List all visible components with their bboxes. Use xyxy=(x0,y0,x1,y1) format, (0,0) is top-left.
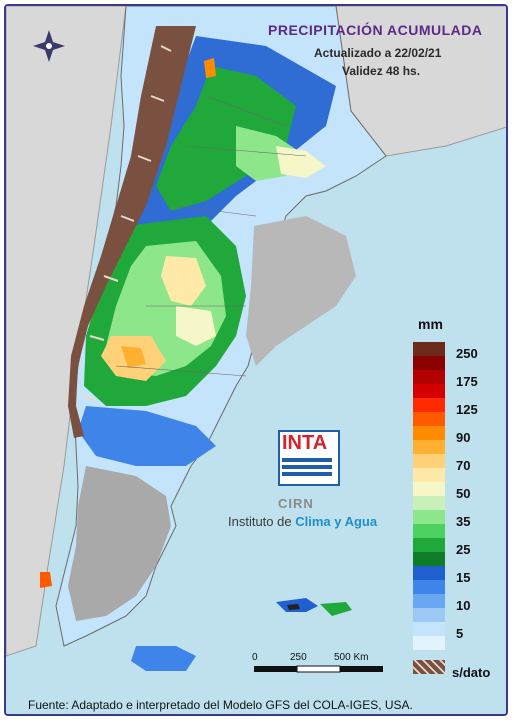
map-frame: PRECIPITACIÓN ACUMULADA Actualizado a 22… xyxy=(4,4,508,716)
source-note: Fuente: Adaptado e interpretado del Mode… xyxy=(28,698,413,712)
legend-swatch xyxy=(413,496,445,510)
precipitation-map xyxy=(6,6,506,673)
legend-swatch xyxy=(413,622,445,636)
legend-unit: mm xyxy=(418,316,443,332)
legend-label: 175 xyxy=(456,374,478,389)
legend-swatch xyxy=(413,608,445,622)
legend-swatch xyxy=(413,538,445,552)
update-date: Actualizado a 22/02/21 xyxy=(314,46,442,60)
legend-label: 70 xyxy=(456,458,471,473)
legend-swatch xyxy=(413,426,445,440)
legend-label: 90 xyxy=(456,430,471,445)
inta-logo-stripes xyxy=(282,458,332,479)
legend-swatch xyxy=(413,454,445,468)
legend-label: 15 xyxy=(456,570,471,585)
institute-name: Instituto de Clima y Agua xyxy=(228,514,377,529)
inta-acronym: INTA xyxy=(282,432,328,454)
legend-label: 250 xyxy=(456,346,478,361)
nodata-label: s/dato xyxy=(452,665,491,680)
legend-swatch xyxy=(413,552,445,566)
legend-swatch xyxy=(413,566,445,580)
legend-swatch xyxy=(413,398,445,412)
scale-label-500: 500 Km xyxy=(334,652,369,663)
legend-swatch xyxy=(413,468,445,482)
cirn-logo: CIRN xyxy=(278,496,314,511)
compass-rose-icon xyxy=(33,30,65,62)
map-title: PRECIPITACIÓN ACUMULADA xyxy=(268,22,483,38)
legend-label: 5 xyxy=(456,626,464,641)
legend-swatch xyxy=(413,524,445,538)
nodata-swatch xyxy=(413,660,445,674)
legend-swatch xyxy=(413,356,445,370)
scale-label-0: 0 xyxy=(252,652,258,663)
legend-swatch xyxy=(413,580,445,594)
institute-prefix: Instituto de xyxy=(228,514,296,529)
legend-label: 50 xyxy=(456,486,471,501)
legend-swatch xyxy=(413,636,445,650)
scale-label-250: 250 xyxy=(290,652,307,663)
legend-color-bar xyxy=(413,342,445,650)
legend-swatch xyxy=(413,412,445,426)
scale-bar xyxy=(254,665,383,673)
legend-swatch xyxy=(413,594,445,608)
legend-label: 35 xyxy=(456,514,471,529)
legend-label: 25 xyxy=(456,542,471,557)
legend-label: 10 xyxy=(456,598,471,613)
institute-accent: Clima y Agua xyxy=(295,514,378,529)
legend-swatch xyxy=(413,370,445,384)
legend-swatch xyxy=(413,482,445,496)
legend-swatch xyxy=(413,510,445,524)
legend-swatch xyxy=(413,342,445,356)
legend-label: 125 xyxy=(456,402,478,417)
legend-swatch xyxy=(413,384,445,398)
legend-swatch xyxy=(413,440,445,454)
validity-text: Validez 48 hs. xyxy=(342,64,421,78)
